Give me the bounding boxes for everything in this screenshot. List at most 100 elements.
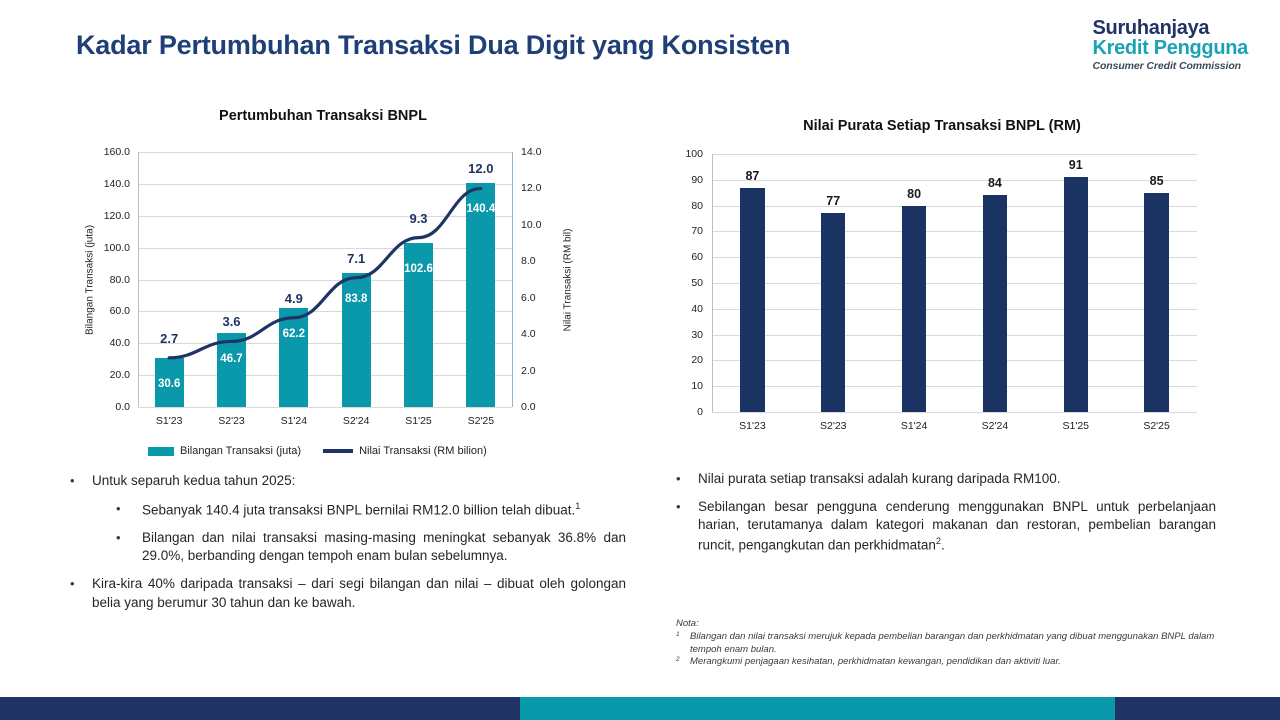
x-axis-tick: S2'25 (1143, 420, 1170, 432)
y-axis-tick-right: 8.0 (521, 255, 536, 268)
y-axis-tick-left: 60.0 (109, 305, 130, 318)
bar (279, 307, 309, 407)
bullet-marker: • (676, 498, 681, 514)
bar (1063, 177, 1088, 412)
legend-item: Bilangan Transaksi (juta) (148, 445, 301, 457)
bar (901, 205, 927, 412)
bullet-marker: • (70, 473, 75, 488)
note-number: 1 (676, 630, 680, 638)
gridline (712, 360, 1197, 362)
bar (982, 195, 1008, 412)
bullet-marker: • (70, 576, 75, 591)
y-axis-tick-left: 80.0 (109, 273, 130, 286)
x-axis-tick: S2'25 (467, 415, 495, 427)
y-axis-tick-left: 140.0 (103, 177, 130, 190)
gridline (712, 179, 1197, 181)
x-axis-tick: S2'23 (819, 420, 847, 432)
line-point-label: 4.9 (284, 290, 303, 306)
gridline (138, 183, 512, 185)
bullet-text: Sebilangan besar pengguna cenderung meng… (698, 498, 1216, 553)
y-axis-tick: 20 (691, 354, 703, 367)
y-axis-tick: 50 (691, 277, 703, 289)
bullet-item: • Sebilangan besar pengguna cenderung men… (676, 498, 1216, 555)
bar-value-label: 80 (907, 186, 922, 201)
bullet-item: • Untuk separuh kedua tahun 2025: (70, 472, 626, 491)
bar (1144, 192, 1169, 412)
gridline (712, 386, 1197, 388)
gridline (138, 279, 512, 281)
gridline (138, 407, 512, 408)
y-axis-tick-right: 14.0 (521, 146, 542, 158)
x-axis-tick: S1'23 (155, 415, 183, 427)
page-title: Kadar Pertumbuhan Transaksi Dua Digit ya… (76, 30, 791, 60)
y-axis-tick: 60 (691, 251, 703, 264)
gridline (712, 231, 1197, 233)
bar-value-label: 46.7 (220, 352, 243, 365)
bar-value-label: 140.4 (466, 203, 496, 216)
footnote-reference: 2 (935, 535, 942, 546)
x-axis-tick: S2'23 (218, 415, 245, 427)
chart-bnpl-growth: Pertumbuhan Transaksi BNPL 0.0 20.0 40.0 60… (76, 108, 574, 460)
bar (217, 332, 246, 407)
bar-value-label: 84 (987, 176, 1002, 191)
bullet-spacer (70, 491, 626, 500)
gridline (712, 205, 1197, 207)
y-axis-tick: 100 (685, 148, 703, 160)
x-axis-tick: S1'23 (739, 420, 766, 432)
bullet-text: Untuk separuh kedua tahun 2025: (92, 473, 296, 488)
bullet-spacer (70, 566, 626, 575)
line-point-label: 7.1 (347, 250, 366, 266)
footer-segment (520, 697, 1115, 720)
gridline (712, 283, 1197, 284)
legend-item: Nilai Transaksi (RM bilion) (323, 445, 487, 457)
legend-swatch-bar (148, 446, 174, 456)
bar-value-label: 77 (826, 194, 841, 209)
bullet-text: Kira-kira 40% daripada transaksi – dari … (92, 576, 626, 610)
x-axis-tick: S2'24 (342, 415, 370, 427)
footnotes: Nota: 1 Bilangan dan nilai transaksi meruj… (676, 618, 1221, 670)
x-axis-tick: S1'25 (1062, 420, 1090, 432)
bullet-spacer (676, 489, 1216, 498)
bar (821, 213, 846, 412)
footer-segment (1115, 697, 1280, 720)
y-axis-line-right (512, 152, 513, 407)
legend-item-label: Nilai Transaksi (RM bilion) (359, 445, 487, 457)
bar-value-label: 91 (1068, 158, 1083, 173)
bar-value-label: 85 (1149, 173, 1164, 188)
bullet-item: • Bilangan dan nilai transaksi masing-mas… (116, 529, 626, 566)
y-axis-line-left (138, 152, 139, 407)
y-axis-tick-right: 0.0 (521, 401, 536, 413)
bullet-marker: • (676, 471, 681, 486)
left-bullet-list: • Untuk separuh kedua tahun 2025: • Sebanya… (70, 472, 626, 612)
logo-line-3: Consumer Credit Commission (1092, 59, 1241, 72)
gridline (138, 343, 512, 345)
bar (404, 243, 433, 407)
line-point-label: 9.3 (409, 210, 428, 226)
y-axis-tick-left: 160.0 (103, 146, 130, 158)
bullet-spacer (70, 520, 626, 529)
note-text: Merangkumi penjagaan kesihatan, perkhidm… (690, 656, 1061, 668)
line-point-label: 2.7 (160, 330, 179, 346)
bullet-text: Sebanyak 140.4 juta transaksi BNPL berni… (142, 500, 581, 518)
bar (341, 273, 371, 407)
y-axis-tick-left: 40.0 (109, 337, 130, 350)
y-axis-tick-right: 12.0 (521, 182, 542, 195)
bullet-item: • Nilai purata setiap transaksi adalah ku… (676, 470, 1216, 489)
bullet-marker: • (116, 500, 121, 516)
y-axis-line (712, 154, 713, 412)
line-point-label: 12.0 (468, 161, 494, 177)
gridline (712, 257, 1197, 259)
footer-bar (0, 697, 1280, 720)
note-number: 2 (676, 656, 680, 664)
y-axis-tick-right: 10.0 (521, 218, 542, 231)
gridline (138, 152, 512, 153)
bullet-item: • Kira-kira 40% daripada transaksi – dari… (70, 575, 626, 612)
bar-value-label: 83.8 (344, 293, 368, 306)
right-bullet-list: • Nilai purata setiap transaksi adalah ku… (676, 470, 1216, 555)
y-axis-tick-left: 0.0 (115, 401, 130, 413)
gridline (138, 375, 512, 377)
note-item: 1 Bilangan dan nilai transaksi merujuk ke… (676, 631, 1221, 657)
bar (740, 187, 765, 412)
y-axis-tick-right: 6.0 (521, 291, 536, 304)
gridline (138, 247, 512, 249)
